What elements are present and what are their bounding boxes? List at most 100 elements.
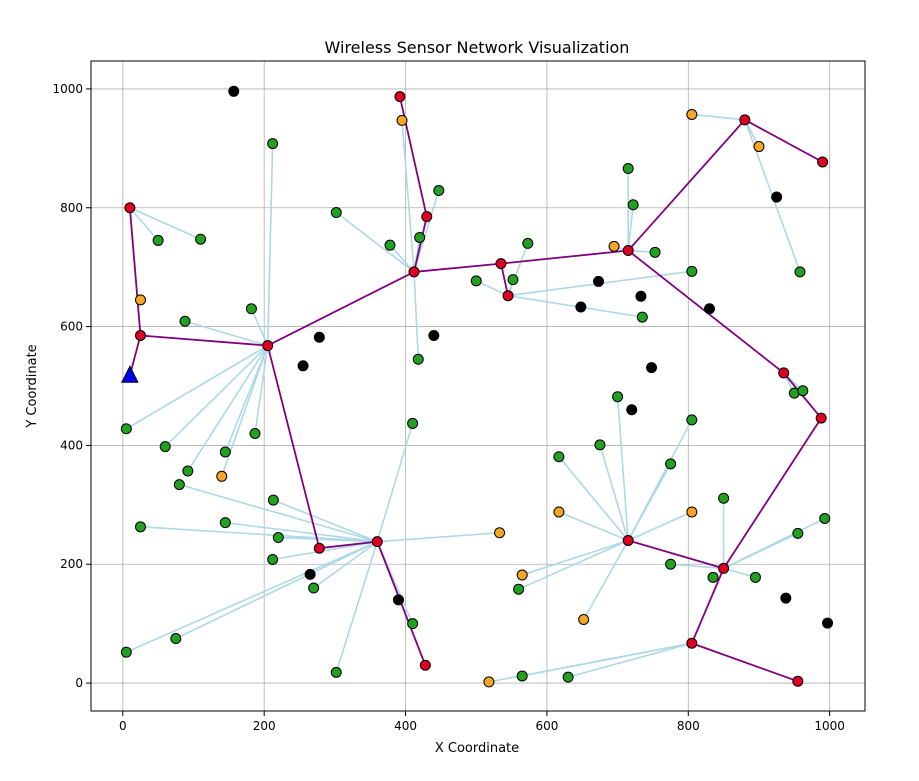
sensor-node [267, 553, 279, 565]
cluster-head-node [792, 675, 804, 687]
dead-node [822, 617, 834, 629]
chart-title: Wireless Sensor Network Visualization [325, 38, 630, 57]
sensor-link [129, 207, 159, 241]
sensor-link [389, 244, 415, 273]
cluster-head-node [495, 258, 507, 270]
backbone-link [413, 216, 428, 273]
sensor-link [413, 271, 420, 360]
sensor-node [470, 275, 482, 287]
node-layer [120, 85, 834, 688]
sensor-link [558, 511, 629, 542]
x-tick-label: 1000 [814, 719, 845, 733]
link-layer [125, 96, 826, 683]
sensor-node [152, 234, 164, 246]
sensor-link [175, 540, 378, 640]
sensor-node [622, 163, 634, 175]
sensor-link [126, 540, 378, 653]
sensor-link [582, 540, 629, 620]
gateway-node [608, 240, 620, 252]
x-tick-label: 0 [119, 719, 127, 733]
backbone-link [627, 119, 746, 252]
cluster-head-node [622, 534, 634, 546]
sensor-link [522, 642, 692, 677]
sensor-node [173, 479, 185, 491]
sensor-node [219, 517, 231, 529]
sensor-link [567, 642, 693, 678]
sensor-node [179, 315, 191, 327]
y-axis-label: Y Coordinate [25, 344, 40, 428]
sensor-node [594, 439, 606, 451]
sensor-link [250, 308, 269, 346]
sensor-node [330, 666, 342, 678]
sensor-node [636, 311, 648, 323]
cluster-head-node [686, 637, 698, 649]
sensor-node [134, 521, 146, 533]
base-station-node [121, 365, 139, 383]
dead-node [428, 329, 440, 341]
dead-node [780, 592, 792, 604]
dead-node [771, 191, 783, 203]
backbone-link [128, 207, 142, 336]
backbone-link [690, 568, 725, 644]
cluster-head-node [313, 542, 325, 554]
sensor-node [195, 233, 207, 245]
gateway-node [553, 506, 565, 518]
sensor-link [278, 536, 378, 543]
dead-node [297, 360, 309, 372]
cluster-head-node [778, 367, 790, 379]
sensor-link [266, 143, 274, 346]
sensor-link [507, 294, 643, 318]
gateway-node [494, 527, 506, 539]
y-tick-label: 400 [60, 438, 83, 452]
axis-layer: 0 200 400 600 800 1000 0 200 400 600 800 1000 [52, 60, 866, 733]
gateway-node [686, 108, 698, 120]
sensor-node [665, 458, 677, 470]
y-tick-label: 1000 [52, 82, 83, 96]
plot-frame [90, 60, 866, 712]
sensor-link [475, 280, 509, 297]
backbone-link [319, 540, 378, 550]
sensor-node [219, 446, 231, 458]
gateway-node [578, 614, 590, 626]
sensor-link [129, 207, 201, 240]
dead-node [392, 594, 404, 606]
backbone-link [691, 642, 799, 683]
sensor-node [182, 465, 194, 477]
y-tick-label: 200 [60, 557, 83, 571]
sensor-node [649, 246, 661, 258]
backbone-link [399, 96, 428, 217]
dead-node [646, 362, 658, 374]
sensor-node [120, 646, 132, 658]
sensor-node [407, 618, 419, 630]
sensor-node [267, 138, 279, 150]
sensor-link [558, 456, 629, 541]
sensor-node [414, 231, 426, 243]
cluster-head-node [124, 202, 136, 214]
sensor-link [627, 511, 693, 542]
dead-node [304, 568, 316, 580]
y-tick-label: 800 [60, 201, 83, 215]
sensor-link [335, 211, 415, 273]
sensor-node [384, 239, 396, 251]
sensor-node [507, 274, 519, 286]
sensor-link [376, 423, 414, 542]
dead-node [703, 303, 715, 315]
sensor-link [221, 345, 269, 477]
sensor-node [707, 571, 719, 583]
sensor-link [313, 541, 378, 589]
sensor-link [627, 463, 672, 541]
gateway-node [516, 569, 528, 581]
cluster-head-node [815, 412, 827, 424]
sensor-node [267, 494, 279, 506]
sensor-node [749, 571, 761, 583]
sensor-node [170, 633, 182, 645]
cluster-head-node [262, 340, 274, 352]
x-axis-label: X Coordinate [435, 741, 519, 756]
gateway-node [134, 294, 146, 306]
sensor-node [330, 207, 342, 219]
gateway-node [686, 506, 698, 518]
sensor-link [179, 483, 378, 543]
y-tick-label: 600 [60, 320, 83, 334]
sensor-link [254, 345, 269, 434]
